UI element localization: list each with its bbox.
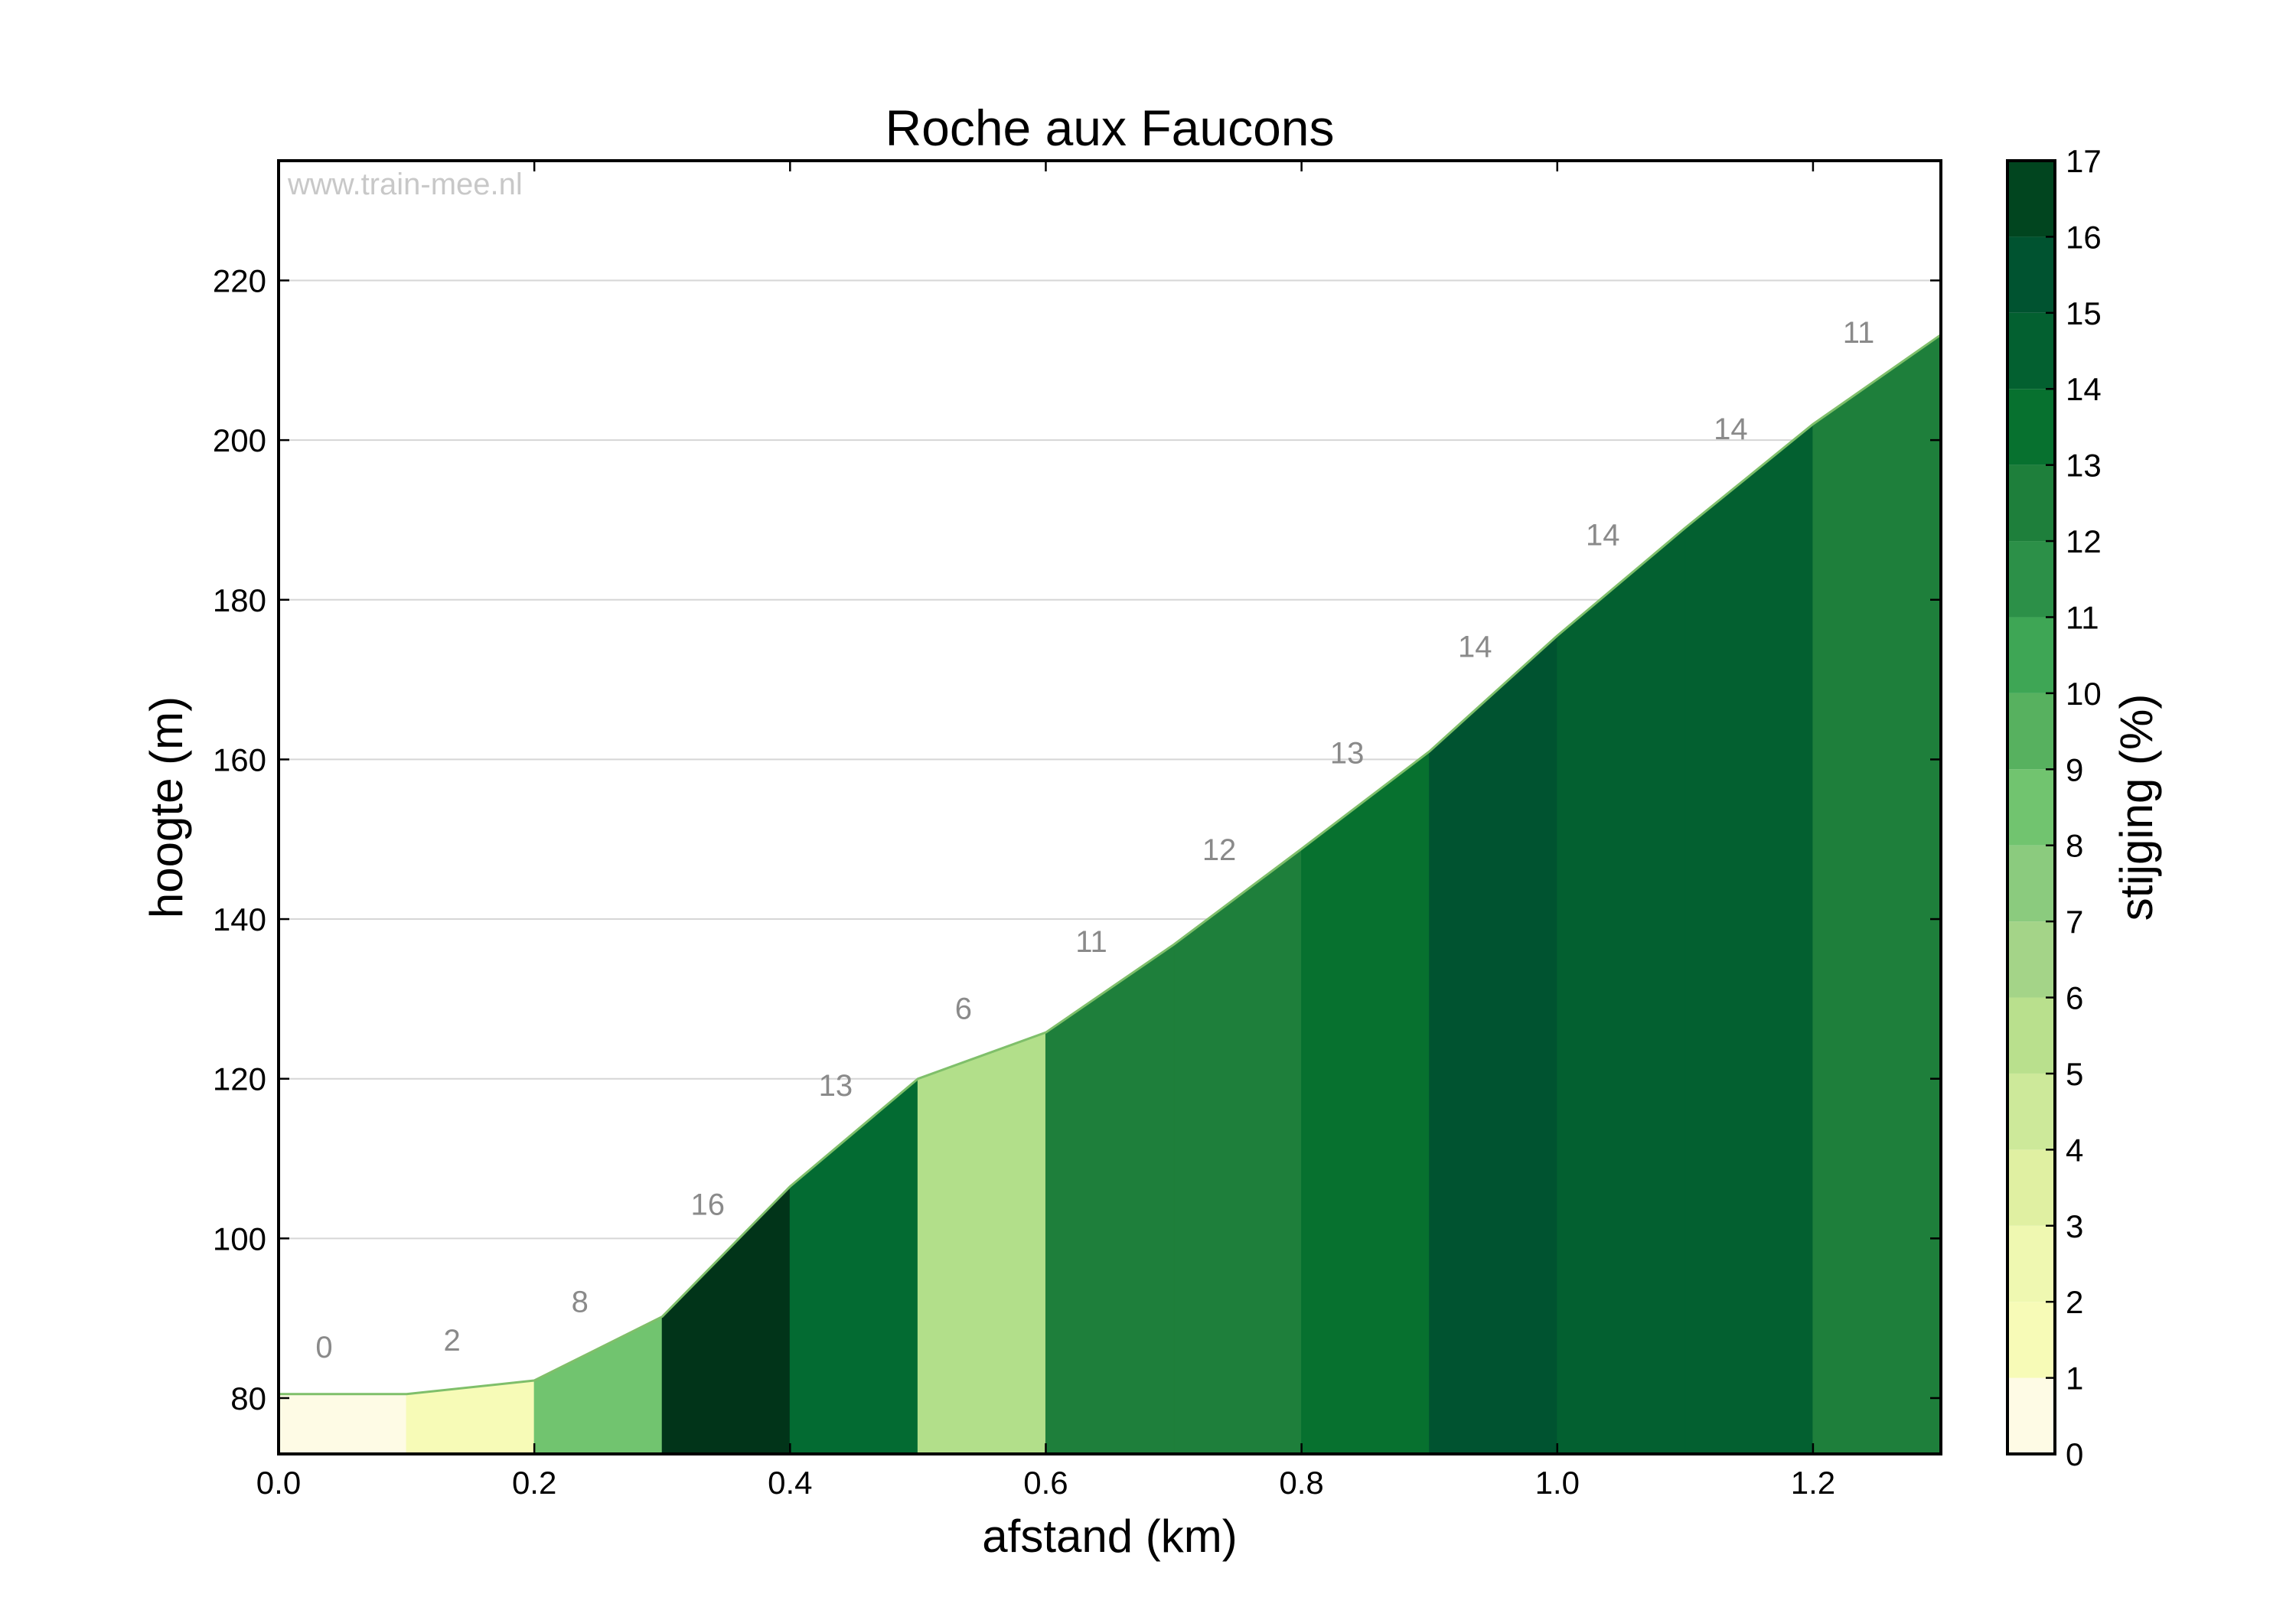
colorbar-tick-label: 8	[2066, 828, 2083, 864]
colorbar-cell	[2007, 921, 2055, 998]
colorbar-tick-label: 10	[2066, 676, 2102, 712]
grade-segment	[1301, 750, 1430, 1455]
x-tick-label: 0.4	[768, 1465, 812, 1501]
colorbar-tick-label: 14	[2066, 371, 2102, 407]
grade-segment	[917, 1032, 1046, 1455]
grade-segment	[1045, 944, 1175, 1455]
colorbar-cell	[2007, 845, 2055, 922]
colorbar-cell	[2007, 464, 2055, 542]
colorbar-cell	[2007, 1377, 2055, 1454]
y-tick-label: 180	[213, 582, 266, 618]
grade-label: 6	[955, 992, 972, 1025]
colorbar-tick-label: 17	[2066, 143, 2102, 179]
y-tick-label: 140	[213, 901, 266, 937]
y-tick-label: 100	[213, 1221, 266, 1257]
y-tick-label: 200	[213, 422, 266, 458]
colorbar-cell	[2007, 1073, 2055, 1150]
colorbar-tick-label: 9	[2066, 751, 2083, 787]
grade-segment	[278, 1393, 407, 1455]
colorbar-tick-label: 2	[2066, 1284, 2083, 1320]
colorbar-cell	[2007, 617, 2055, 693]
colorbar-label: stijging (%)	[2111, 694, 2162, 921]
colorbar-cell	[2007, 236, 2055, 313]
colorbar-tick-label: 11	[2066, 599, 2099, 635]
grade-segment	[1557, 526, 1686, 1455]
watermark: www.train-mee.nl	[287, 168, 523, 201]
x-tick-label: 1.2	[1791, 1465, 1835, 1501]
grade-label: 14	[1458, 630, 1492, 663]
grade-segment	[1429, 634, 1558, 1455]
colorbar-tick-label: 15	[2066, 295, 2102, 331]
grade-label: 14	[1586, 518, 1620, 552]
x-axis-label: afstand (km)	[982, 1511, 1237, 1562]
colorbar-cell	[2007, 312, 2055, 390]
grade-label: 16	[691, 1188, 726, 1222]
grade-label: 11	[1843, 316, 1875, 350]
colorbar-tick-label: 16	[2066, 219, 2102, 255]
grade-segment	[789, 1077, 918, 1455]
grade-label: 13	[819, 1069, 853, 1103]
y-tick-label: 120	[213, 1061, 266, 1097]
chart-title: Roche aux Faucons	[885, 99, 1334, 156]
colorbar-tick-label: 7	[2066, 904, 2083, 940]
colorbar-tick-label: 5	[2066, 1056, 2083, 1092]
x-tick-label: 0.6	[1023, 1465, 1068, 1501]
y-tick-label: 160	[213, 742, 266, 777]
grade-label: 11	[1075, 925, 1107, 959]
grade-labels: 0 2 8 16 13 6 11 12 13 14 14 14 11	[315, 316, 1874, 1364]
colorbar-cell	[2007, 769, 2055, 846]
profile-line	[279, 334, 1942, 1396]
x-tick-label: 0.0	[256, 1465, 301, 1501]
grade-segments	[278, 334, 1942, 1455]
grade-segment	[661, 1185, 791, 1455]
y-tick-label: 80	[230, 1380, 266, 1416]
colorbar-tick-label: 6	[2066, 980, 2083, 1016]
grade-segment	[533, 1315, 663, 1455]
grade-label: 0	[315, 1331, 332, 1364]
colorbar-tick-label: 13	[2066, 448, 2102, 484]
grade-segment	[1812, 334, 1942, 1455]
grade-label: 14	[1714, 412, 1748, 446]
colorbar-cell	[2007, 997, 2055, 1074]
x-tick-label: 0.8	[1279, 1465, 1323, 1501]
grade-label: 12	[1202, 833, 1237, 867]
colorbar-tick-label: 0	[2066, 1436, 2083, 1472]
y-tick-label: 220	[213, 262, 266, 298]
colorbar-cell	[2007, 389, 2055, 465]
colorbar-tick-label: 4	[2066, 1132, 2083, 1168]
x-tick-label: 0.2	[512, 1465, 556, 1501]
grade-label: 2	[443, 1324, 460, 1358]
x-tick-label: 1.0	[1535, 1465, 1580, 1501]
colorbar-frame	[2006, 159, 2056, 1455]
grade-label: 13	[1330, 737, 1365, 771]
colorbar-cell	[2007, 161, 2055, 237]
plot-frame	[277, 159, 1942, 1455]
colorbar-cell	[2007, 693, 2055, 770]
y-axis-label: hoogte (m)	[141, 696, 192, 918]
colorbar-tick-label: 1	[2066, 1361, 2083, 1397]
colorbar-cell	[2007, 541, 2055, 618]
colorbar-cell	[2007, 1225, 2055, 1302]
grade-label: 8	[572, 1285, 589, 1319]
colorbar-tick-label: 3	[2066, 1208, 2083, 1244]
grade-segment	[1173, 848, 1303, 1455]
colorbar-cell	[2007, 1302, 2055, 1378]
colorbar-cells	[2007, 161, 2055, 1454]
colorbar-tick-label: 12	[2066, 523, 2102, 559]
grade-segment	[1684, 423, 1814, 1455]
colorbar-cell	[2007, 1149, 2055, 1226]
x-axis-ticks: 0.0 0.2 0.4 0.6 0.8 1.0 1.2	[256, 161, 1835, 1501]
